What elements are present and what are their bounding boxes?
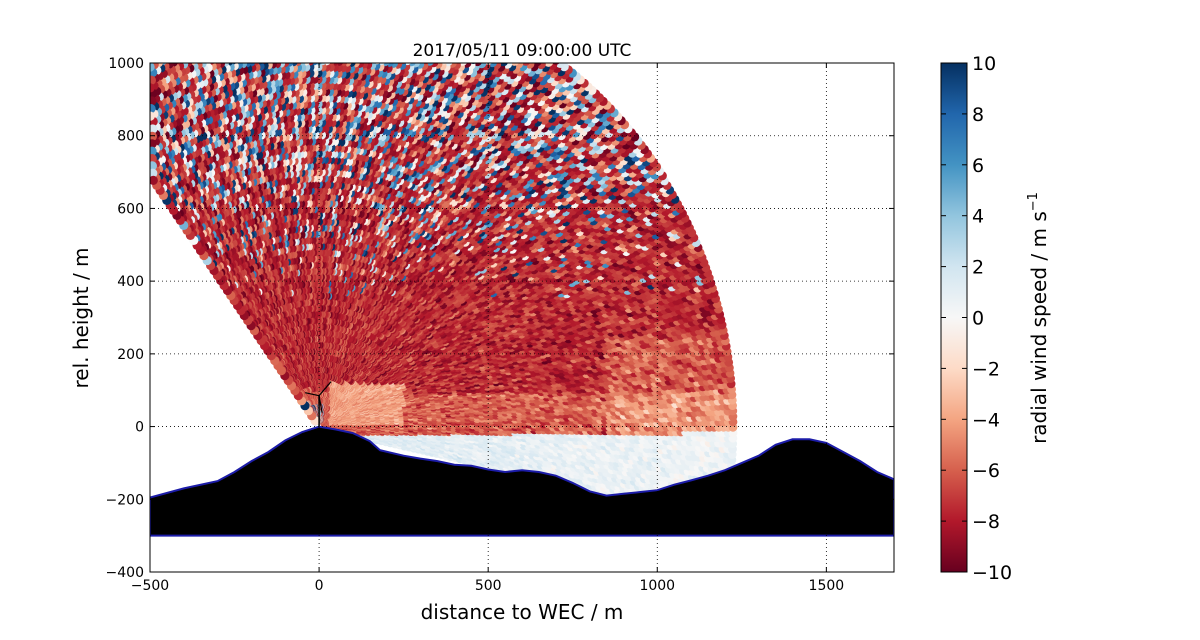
- plot-area: [150, 63, 894, 537]
- chart-title: 2017/05/11 09:00:00 UTC: [413, 41, 632, 61]
- wind-speed-data: [150, 63, 738, 500]
